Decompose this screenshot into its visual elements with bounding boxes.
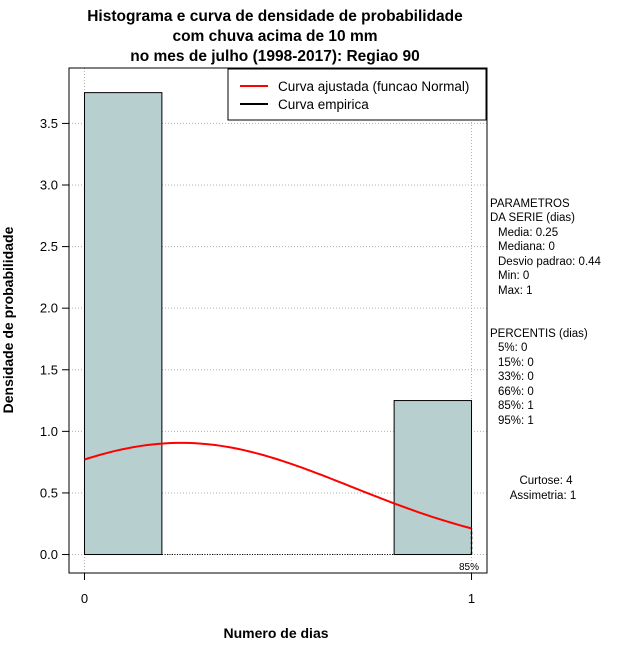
x-axis-label: Numero de dias (223, 625, 328, 641)
percentil-66: 66%: 0 (498, 386, 534, 398)
assimetria-value: Assimetria: 1 (510, 490, 576, 502)
shape-block: Curtose: 4 Assimetria: 1 (510, 475, 576, 502)
params-min: Min: 0 (498, 270, 529, 282)
y-axis-label: Densidade de probabilidade (0, 226, 16, 413)
curve-layer (84, 441, 473, 556)
percentil-15: 15%: 0 (498, 357, 534, 369)
y-tick-label-3: 1.5 (40, 362, 58, 377)
percentil-5: 5%: 0 (498, 342, 527, 354)
y-tick-label-7: 3.5 (40, 116, 58, 131)
chart-title-line-1: Histograma e curva de densidade de proba… (87, 8, 463, 25)
chart-title-line-3: no mes de julho (1998-2017): Regiao 90 (130, 48, 419, 65)
y-tick-label-2: 1.0 (40, 424, 58, 439)
percentis-block: PERCENTIS (dias) 5%: 0 15%: 0 33%: 0 66%… (490, 328, 588, 427)
axes-layer: 0.0 0.5 1.0 1.5 2.0 2.5 3.0 3.5 0 1 (40, 116, 475, 606)
params-mediana: Mediana: 0 (498, 241, 555, 253)
chart-title-line-2: com chuva acima de 10 mm (172, 28, 377, 45)
percentil-33: 33%: 0 (498, 371, 534, 383)
params-title-1: PARAMETROS (490, 198, 570, 210)
percentile-marker-label: 85% (459, 562, 479, 573)
y-tick-label-0: 0.0 (40, 547, 58, 562)
y-tick-label-6: 3.0 (40, 178, 58, 193)
plot-frame (68, 67, 488, 574)
curtose-value: Curtose: 4 (519, 475, 573, 487)
histogram-bar-1 (393, 400, 473, 556)
percentil-95: 95%: 1 (498, 415, 534, 427)
x-tick-label-1: 1 (468, 591, 475, 606)
legend-label-empirical: Curva empirica (278, 97, 369, 112)
params-title-2: DA SERIE (dias) (490, 212, 575, 224)
params-block: PARAMETROS DA SERIE (dias) Media: 0.25 M… (490, 198, 602, 297)
y-tick-label-5: 2.5 (40, 239, 58, 254)
x-tick-label-0: 0 (81, 591, 88, 606)
bars-layer (83, 92, 473, 556)
y-tick-label-4: 2.0 (40, 301, 58, 316)
legend-label-fitted: Curva ajustada (funcao Normal) (278, 79, 469, 94)
histogram-bar-0 (83, 92, 163, 556)
legend-box (227, 68, 487, 121)
percentil-85: 85%: 1 (498, 400, 534, 412)
params-media: Media: 0.25 (498, 227, 558, 239)
params-max: Max: 1 (498, 285, 533, 297)
params-desvio: Desvio padrao: 0.44 (498, 256, 602, 268)
fitted-normal-curve (84, 441, 472, 530)
y-tick-label-1: 0.5 (40, 485, 58, 500)
legend: Curva ajustada (funcao Normal) Curva emp… (227, 68, 487, 121)
percentis-title: PERCENTIS (dias) (490, 328, 588, 340)
